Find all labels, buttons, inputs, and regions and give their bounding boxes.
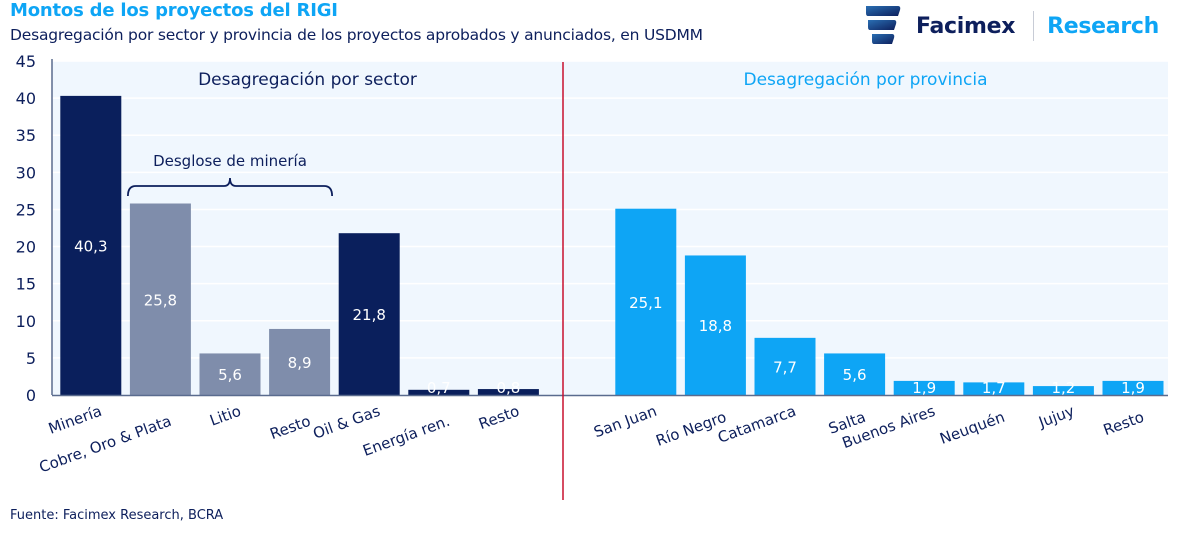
y-tick-label: 25: [16, 200, 36, 219]
x-tick-label: Minería: [46, 402, 104, 438]
bar: [824, 353, 886, 395]
bar: [615, 208, 677, 395]
brand-divider: [1033, 11, 1035, 41]
y-tick-label: 20: [16, 238, 36, 257]
source-note: Fuente: Facimex Research, BCRA: [10, 508, 224, 523]
y-tick-label: 35: [16, 126, 36, 145]
data-label: 1,2: [1051, 379, 1075, 397]
data-label: 0,7: [427, 379, 451, 397]
data-label: 25,8: [144, 291, 177, 309]
x-tick-label: Resto: [267, 412, 312, 443]
brand-logo: Facimex Research: [864, 4, 1159, 48]
bar: [408, 389, 470, 395]
data-label: 1,9: [1121, 379, 1145, 397]
x-tick-label: Resto: [476, 402, 521, 433]
data-label: 5,6: [218, 366, 242, 384]
y-tick-label: 5: [26, 349, 36, 368]
x-tick-label: Jujuy: [1035, 402, 1076, 432]
bar: [199, 353, 261, 395]
bar: [477, 389, 539, 395]
data-label: 1,9: [912, 379, 936, 397]
bar: [1102, 380, 1164, 395]
x-tick-label: Resto: [1101, 408, 1146, 439]
chart-title: Montos de los proyectos del RIGI: [10, 0, 338, 21]
y-tick-label: 40: [16, 89, 36, 108]
data-label: 7,7: [773, 358, 797, 376]
data-label: 40,3: [74, 237, 107, 255]
panel-title: Desagregación por sector: [198, 70, 417, 90]
panel-title: Desagregación por provincia: [744, 70, 988, 90]
data-label: 0,8: [496, 379, 520, 397]
bar: [269, 328, 331, 395]
x-tick-label: Neuquén: [937, 408, 1007, 448]
bars: 40,3 25,8 5,6 8,9 21,8 0,7 0,8 25,1 18,8 7,7 5,6 1,…: [60, 95, 1164, 397]
y-axis: 0 5 10 15 20 25 30 35 40 45: [16, 52, 36, 405]
x-tick-label: Oil & Gas: [311, 402, 383, 443]
facimex-logo-icon: [866, 6, 901, 44]
x-tick-label: San Juan: [591, 402, 659, 441]
data-label: 25,1: [629, 294, 662, 312]
brand-division: Research: [1047, 13, 1159, 39]
bar: [60, 95, 122, 395]
brace: [127, 177, 333, 197]
chart-subtitle: Desagregación por sector y provincia de …: [10, 26, 703, 44]
y-tick-label: 30: [16, 163, 36, 182]
x-tick-label: Litio: [207, 402, 243, 430]
plot-background: [52, 61, 1168, 395]
y-tick-label: 0: [26, 386, 36, 405]
bar: [684, 255, 746, 395]
data-label: 5,6: [843, 366, 867, 384]
bar: [129, 203, 191, 395]
y-tick-label: 45: [16, 52, 36, 71]
y-tick-label: 10: [16, 312, 36, 331]
bar: [754, 337, 816, 395]
annotation-label: Desglose de minería: [153, 152, 307, 170]
data-label: 18,8: [699, 317, 732, 335]
annotations: Desagregación por sector Desglose de mine…: [127, 70, 988, 197]
data-label: 21,8: [352, 306, 385, 324]
bar: [1032, 386, 1094, 395]
bar: [963, 382, 1025, 395]
y-tick-label: 15: [16, 275, 36, 294]
brand-name: Facimex: [916, 13, 1016, 39]
x-tick-label: Catamarca: [715, 402, 798, 447]
bar: [338, 233, 400, 395]
data-label: 1,7: [982, 379, 1006, 397]
bar: [893, 380, 955, 395]
data-label: 8,9: [288, 354, 312, 372]
